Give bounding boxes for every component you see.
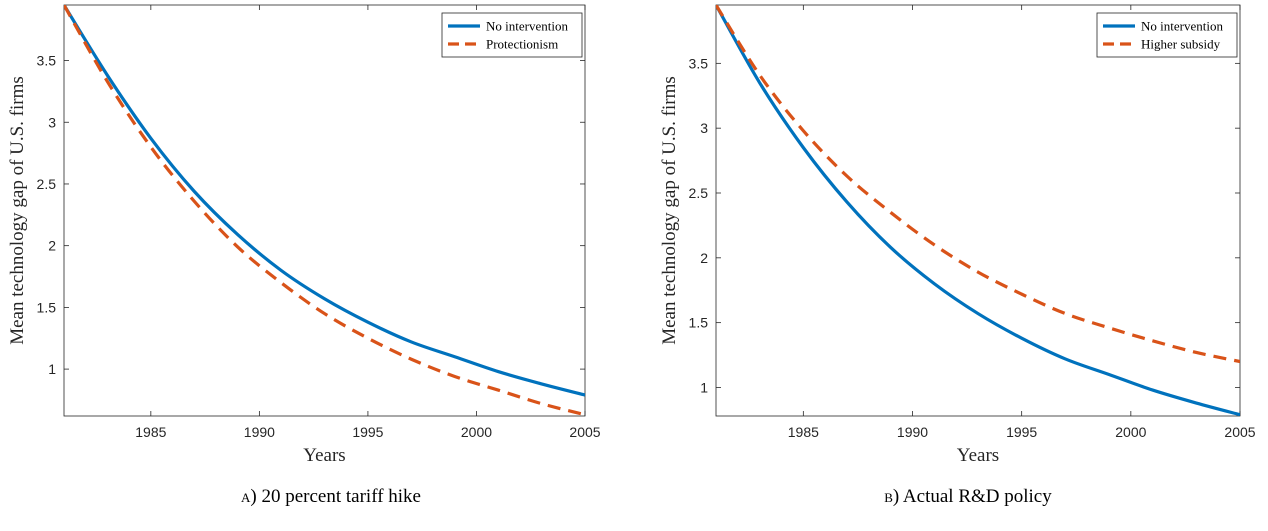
- y-tick-label: 1.5: [37, 299, 57, 315]
- y-tick-label: 1.5: [689, 315, 709, 331]
- x-tick-label: 2000: [1115, 424, 1146, 440]
- y-tick-label: 1: [48, 361, 56, 377]
- x-tick-label: 1995: [1006, 424, 1037, 440]
- y-tick-label: 1: [700, 379, 708, 395]
- plot-frame: [716, 5, 1240, 416]
- x-tick-label: 1995: [352, 424, 383, 440]
- y-tick-label: 2: [700, 250, 708, 266]
- caption-letter: b: [884, 486, 893, 507]
- panel-caption: a) 20 percent tariff hike: [241, 486, 421, 507]
- legend-entry: No intervention: [486, 19, 568, 34]
- legend: No intervention Higher subsidy: [1097, 13, 1237, 57]
- y-tick-label: 2.5: [689, 185, 709, 201]
- y-tick-label: 3.5: [689, 55, 709, 71]
- chart-panel-b: 1985 1990 1995 2000 2005 1 1.5 2 2.5 3 3.5 Years Mea…: [659, 5, 1256, 507]
- x-tick-label: 1990: [244, 424, 275, 440]
- legend-entry: No intervention: [1141, 19, 1223, 34]
- chart-panel-a: 1985 1990 1995 2000 2005 1 1.5 2 2.5 3 3.5 Years Mea…: [7, 5, 601, 507]
- x-tick-label: 2005: [1224, 424, 1255, 440]
- caption-text: ) Actual R&D policy: [893, 486, 1052, 507]
- x-tick-label: 1990: [897, 424, 928, 440]
- legend: No intervention Protectionism: [442, 13, 582, 57]
- y-tick-label: 2.5: [37, 176, 57, 192]
- y-axis-label: Mean technology gap of U.S. firms: [7, 76, 28, 345]
- x-axis-label: Years: [303, 445, 345, 466]
- x-tick-label: 1985: [135, 424, 166, 440]
- x-axis-label: Years: [957, 445, 999, 466]
- x-tick-label: 2000: [461, 424, 492, 440]
- legend-entry: Protectionism: [486, 37, 558, 52]
- y-tick-label: 3.5: [37, 53, 57, 69]
- y-tick-label: 3: [700, 120, 708, 136]
- panel-caption: b) Actual R&D policy: [884, 486, 1052, 507]
- x-tick-label: 2005: [569, 424, 600, 440]
- y-tick-label: 3: [48, 114, 56, 130]
- y-tick-label: 2: [48, 238, 56, 254]
- caption-text: ) 20 percent tariff hike: [250, 486, 421, 507]
- y-axis-label: Mean technology gap of U.S. firms: [659, 76, 680, 345]
- plot-frame: [64, 5, 585, 416]
- x-tick-label: 1985: [788, 424, 819, 440]
- legend-entry: Higher subsidy: [1141, 37, 1221, 52]
